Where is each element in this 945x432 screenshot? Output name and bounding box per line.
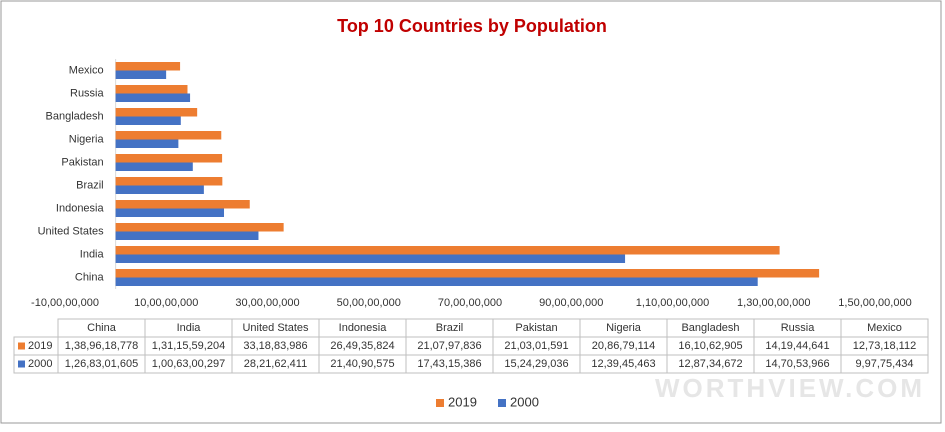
table-cell: 21,03,01,591 <box>504 340 568 352</box>
x-tick-label: 10,00,00,000 <box>134 297 198 309</box>
y-tick-label: Indonesia <box>56 202 105 214</box>
y-tick-label: China <box>75 271 105 283</box>
table-header: Pakistan <box>515 322 557 334</box>
bar <box>115 108 198 117</box>
bar <box>115 139 179 148</box>
table-cell: 1,31,15,59,204 <box>152 340 225 352</box>
table-header: Bangladesh <box>681 322 739 334</box>
bar <box>115 231 259 240</box>
table-cell: 17,43,15,386 <box>417 358 481 370</box>
bar <box>115 246 780 255</box>
x-tick-label: 1,10,00,00,000 <box>636 297 709 309</box>
chart-title: Top 10 Countries by Population <box>337 16 607 36</box>
table-cell: 12,73,18,112 <box>853 340 916 352</box>
table-header: China <box>87 322 117 334</box>
bar <box>115 131 222 140</box>
bar <box>115 85 188 94</box>
table-header: India <box>177 322 202 334</box>
bar <box>115 269 820 278</box>
bar <box>115 223 284 232</box>
legend-key <box>498 399 506 407</box>
y-tick-label: Russia <box>70 87 105 99</box>
x-tick-label: -10,00,00,000 <box>31 297 99 309</box>
x-tick-label: 30,00,00,000 <box>235 297 299 309</box>
bar <box>115 154 223 163</box>
table-header: Russia <box>781 322 816 334</box>
bar <box>115 277 758 286</box>
bar <box>115 70 167 79</box>
x-tick-label: 1,50,00,00,000 <box>838 297 911 309</box>
x-tick-label: 90,00,00,000 <box>539 297 603 309</box>
y-tick-label: Mexico <box>69 64 104 76</box>
table-cell: 1,26,83,01,605 <box>65 358 138 370</box>
bar <box>115 62 181 71</box>
table-cell: 16,10,62,905 <box>678 340 742 352</box>
table-cell: 33,18,83,986 <box>243 340 307 352</box>
table-cell: 21,07,97,836 <box>417 340 481 352</box>
bar <box>115 185 204 194</box>
table-cell: 26,49,35,824 <box>330 340 394 352</box>
y-tick-label: Brazil <box>76 179 104 191</box>
table-cell: 20,86,79,114 <box>592 340 655 352</box>
legend-label: 2000 <box>510 394 539 409</box>
y-tick-label: Pakistan <box>61 156 103 168</box>
bar <box>115 254 626 263</box>
table-legend-key <box>18 360 25 368</box>
table-cell: 14,70,53,966 <box>765 358 829 370</box>
table-series-label: 2019 <box>28 340 52 352</box>
x-tick-label: 50,00,00,000 <box>337 297 401 309</box>
table-cell: 15,24,29,036 <box>504 358 568 370</box>
x-tick-label: 1,30,00,00,000 <box>737 297 810 309</box>
table-cell: 28,21,62,411 <box>244 358 307 370</box>
watermark: WORTHVIEW.COM <box>655 373 925 403</box>
table-cell: 12,39,45,463 <box>591 358 655 370</box>
table-cell: 21,40,90,575 <box>330 358 394 370</box>
table-cell: 1,00,63,00,297 <box>152 358 225 370</box>
y-tick-label: Bangladesh <box>46 110 104 122</box>
y-tick-label: India <box>80 248 105 260</box>
bar <box>115 162 193 171</box>
y-tick-label: Nigeria <box>69 133 105 145</box>
bar <box>115 200 250 209</box>
x-tick-label: 70,00,00,000 <box>438 297 502 309</box>
table-header: Indonesia <box>339 322 388 334</box>
table-header: United States <box>242 322 309 334</box>
legend-label: 2019 <box>448 394 477 409</box>
table-header: Brazil <box>436 322 464 334</box>
bar <box>115 177 223 186</box>
table-cell: 9,97,75,434 <box>855 358 913 370</box>
table-cell: 14,19,44,641 <box>765 340 829 352</box>
table-series-label: 2000 <box>28 358 52 370</box>
table-cell: 1,38,96,18,778 <box>65 340 138 352</box>
table-cell: 12,87,34,672 <box>678 358 742 370</box>
bar <box>115 116 181 125</box>
table-header: Mexico <box>867 322 902 334</box>
bar <box>115 93 191 102</box>
table-legend-key <box>18 342 25 350</box>
y-tick-label: United States <box>38 225 105 237</box>
table-header: Nigeria <box>606 322 642 334</box>
bar <box>115 208 225 217</box>
legend-key <box>436 399 444 407</box>
